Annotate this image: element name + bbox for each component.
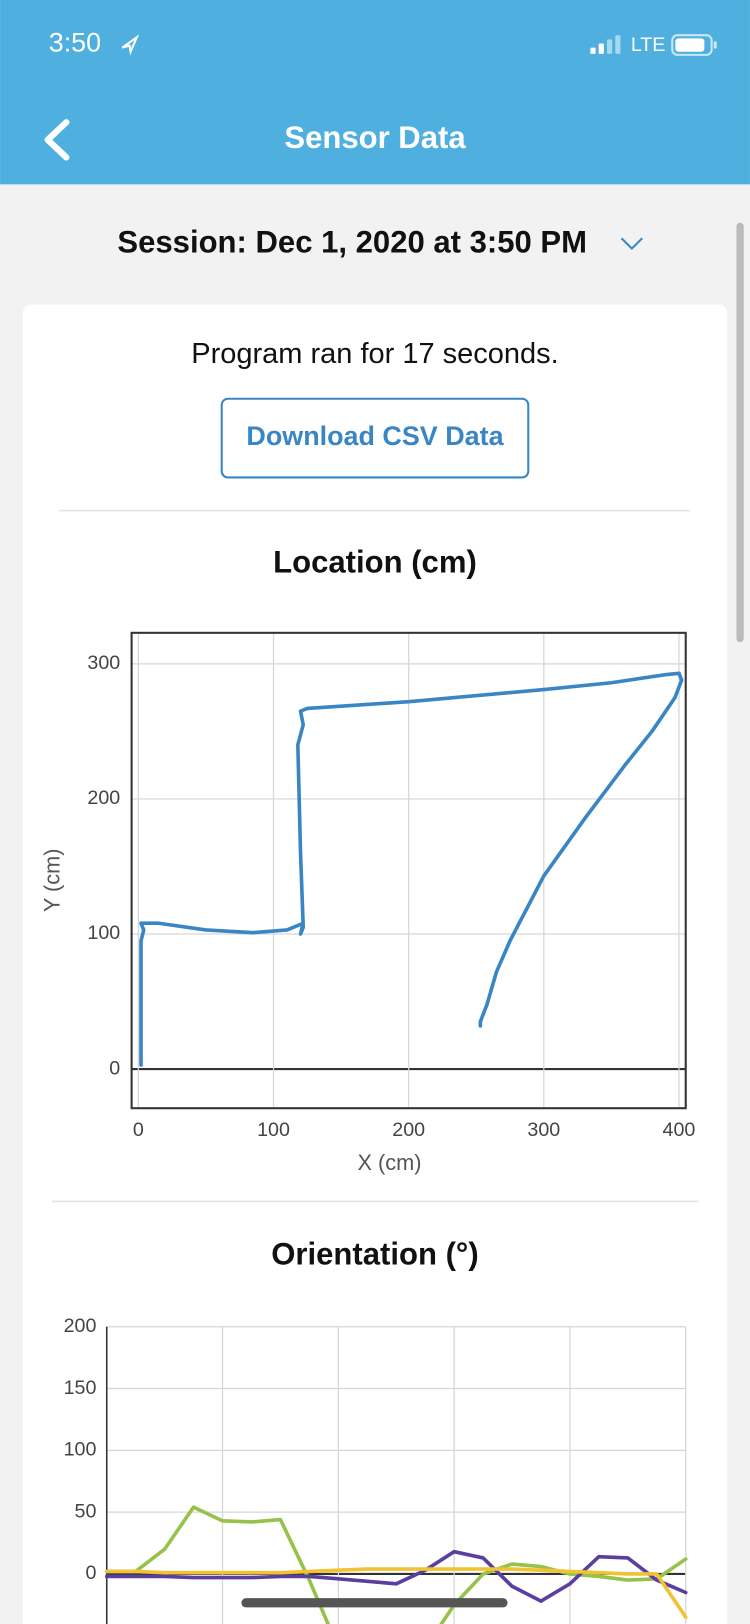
back-button[interactable]: [44, 119, 70, 161]
x-axis-label: X (cm): [357, 1150, 421, 1175]
card: [22, 304, 728, 1624]
page-title: Sensor Data: [284, 120, 466, 155]
download-button-label[interactable]: Download CSV Data: [246, 421, 504, 451]
data-line: [104, 1549, 688, 1603]
y-tick-label: 50: [75, 1500, 97, 1522]
x-tick-label: 300: [527, 1119, 560, 1141]
app-header: [0, 0, 750, 185]
x-tick-label: 100: [257, 1119, 290, 1141]
run-summary: Program ran for 17 seconds.: [191, 338, 559, 370]
plot-frame: [130, 631, 687, 1110]
x-tick-label: 200: [392, 1119, 425, 1141]
signal-icon: [590, 35, 621, 54]
x-tick-label: 400: [663, 1119, 696, 1141]
y-tick-label: 100: [64, 1439, 97, 1461]
scrollbar: [736, 222, 744, 643]
data-line: [104, 1505, 688, 1624]
y-tick-label: 100: [87, 922, 120, 944]
y-axis-label: Y (cm): [40, 849, 65, 913]
session-dropdown-icon[interactable]: [620, 237, 643, 251]
status-time: 3:50: [49, 28, 101, 58]
charts: 0 100 200 300 0 100 200 300 400 0 50 100 150 200: [64, 631, 696, 1624]
download-button[interactable]: [220, 397, 530, 479]
location-icon: [121, 34, 140, 56]
data-line: [104, 1567, 688, 1619]
y-tick-label: 200: [87, 787, 120, 809]
y-tick-label: 300: [87, 652, 120, 674]
y-tick-label: 0: [85, 1562, 96, 1584]
y-tick-label: 0: [109, 1057, 120, 1079]
chart-title: Orientation (°): [271, 1237, 478, 1272]
data-line: [139, 671, 684, 1067]
x-tick-label: 0: [133, 1119, 144, 1141]
home-indicator: [241, 1598, 508, 1608]
status-network: LTE: [631, 34, 666, 56]
session-select[interactable]: Session: Dec 1, 2020 at 3:50 PM: [117, 225, 587, 260]
y-tick-label: 200: [64, 1315, 97, 1337]
y-tick-label: 150: [64, 1377, 97, 1399]
battery-icon: [671, 34, 717, 56]
chart-title: Location (cm): [273, 545, 477, 580]
